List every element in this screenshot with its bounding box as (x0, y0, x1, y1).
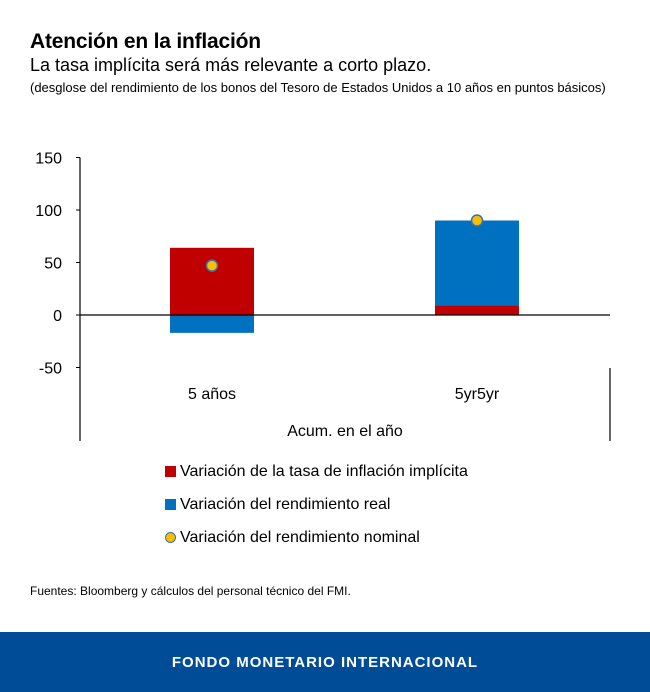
legend-label-nominal: Variación del rendimiento nominal (180, 528, 420, 546)
footer-banner: FONDO MONETARIO INTERNACIONAL (0, 632, 650, 692)
y-tick-label: -50 (39, 361, 62, 378)
bar-implied-inflation (170, 247, 254, 315)
legend-item-nominal: Variación del rendimiento nominal (165, 521, 468, 554)
point-nominal-yield (470, 214, 484, 227)
x-category-label: 5 años (188, 386, 236, 403)
bar-real-yield (435, 220, 519, 306)
footer-label: FONDO MONETARIO INTERNACIONAL (171, 653, 479, 671)
y-tick-label: 150 (35, 151, 62, 168)
legend: Variación de la tasa de inflación implíc… (165, 455, 468, 554)
source-note: Fuentes: Bloomberg y cálculos del person… (30, 584, 351, 598)
chart-note: (desglose del rendimiento de los bonos d… (30, 80, 606, 95)
legend-label-real: Variación del rendimiento real (180, 495, 391, 513)
y-tick-label: 100 (35, 203, 62, 220)
bar-chart: -50 0 50 100 150 5 años 5yr5yr Acum. en el año (35, 151, 611, 441)
x-axis-title: Acum. en el año (287, 423, 403, 440)
legend-item-implied: Variación de la tasa de inflación implíc… (165, 455, 468, 488)
y-tick-label: 50 (44, 256, 62, 273)
legend-swatch-implied (165, 466, 176, 477)
legend-swatch-real (165, 499, 176, 510)
y-tick-label: 0 (53, 308, 62, 325)
chart-subtitle: La tasa implícita será más relevante a c… (30, 55, 432, 75)
point-nominal-yield (205, 259, 219, 272)
bar-implied-inflation (435, 305, 519, 315)
x-category-label: 5yr5yr (455, 386, 500, 403)
legend-label-implied: Variación de la tasa de inflación implíc… (180, 462, 468, 480)
bar-real-yield (170, 315, 254, 333)
legend-marker-nominal (165, 532, 176, 543)
legend-item-real: Variación del rendimiento real (165, 488, 468, 521)
chart-title: Atención en la inflación (30, 30, 261, 53)
